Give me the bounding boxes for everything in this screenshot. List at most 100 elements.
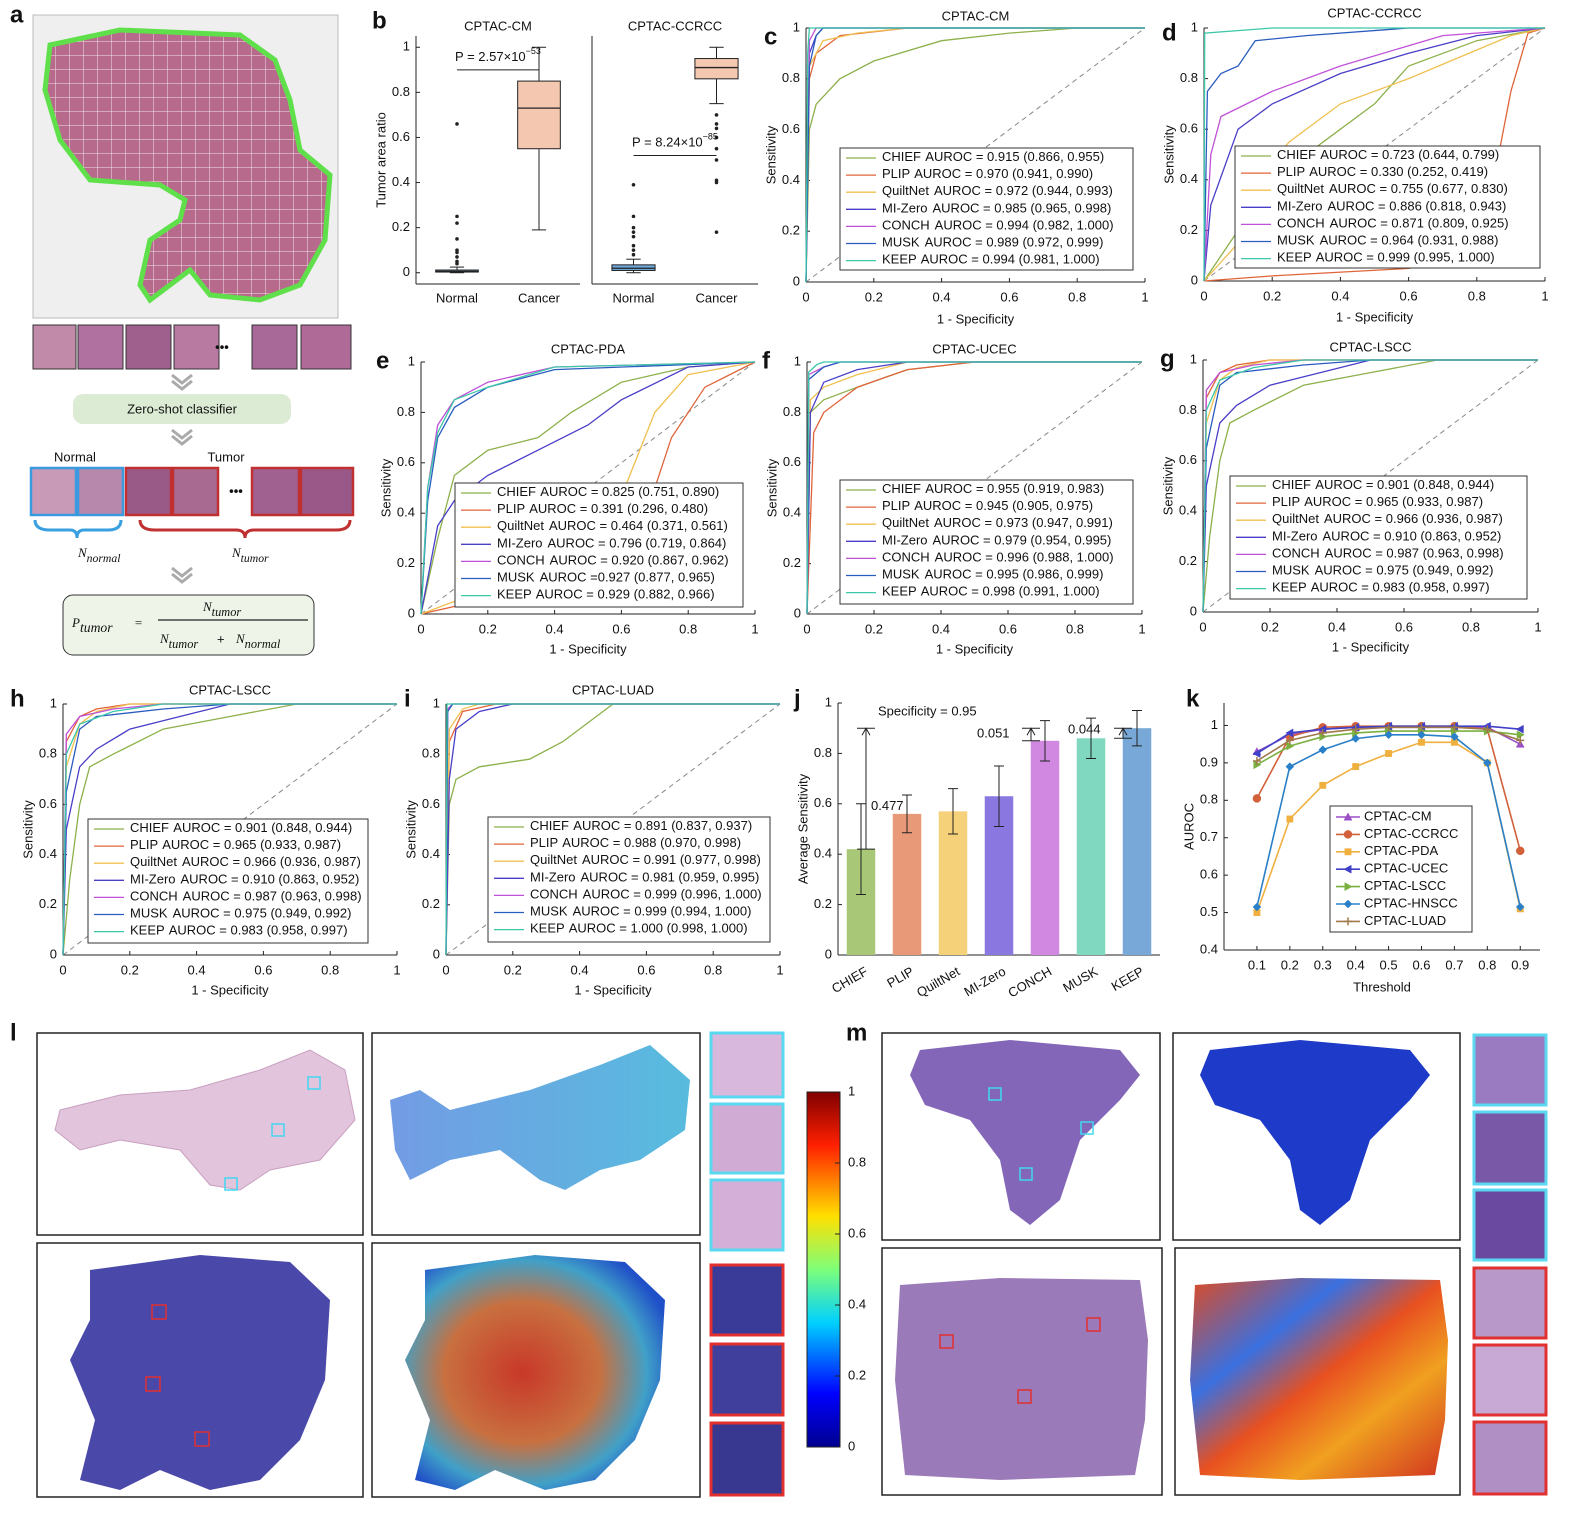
colorbar — [806, 1091, 841, 1448]
legend-name: MUSK — [882, 235, 920, 250]
roc-curve — [62, 703, 397, 956]
legend-entry: MUSK AUROC =0.927 (0.877, 0.965) — [497, 570, 715, 585]
point — [1418, 738, 1425, 746]
legend-name: PLIP — [1277, 165, 1305, 180]
legend-entry: PLIP AUROC = 0.391 (0.296, 0.480) — [497, 502, 708, 517]
legend-value: AUROC = 0.999 (0.995, 1.000) — [1316, 250, 1495, 265]
point — [1516, 736, 1525, 745]
panel-label: m — [846, 1019, 867, 1046]
x-tick-label: 0.8 — [1066, 621, 1084, 636]
x-axis-label: 1 - Specificity — [191, 982, 269, 997]
colorbar-label: 0.6 — [848, 1225, 866, 1240]
y-tick-label: 0.6 — [397, 454, 415, 469]
formula-den1-sub: tumor — [169, 637, 199, 651]
x-tick-label: 1 — [1534, 619, 1541, 634]
legend-entry: QuiltNet AUROC = 0.755 (0.677, 0.830) — [1277, 182, 1508, 197]
roc-curve — [445, 703, 780, 956]
legend-value: AUROC = 0.755 (0.677, 0.830) — [1329, 182, 1508, 197]
x-tick-label: QuiltNet — [914, 963, 963, 1000]
error-bar — [1086, 717, 1096, 759]
x-tick-label: 0.6 — [999, 621, 1017, 636]
x-tick-label: 0.8 — [1468, 288, 1486, 303]
y-axis-label: Sensitivity — [20, 800, 35, 859]
legend — [839, 479, 1134, 605]
gap-arrow — [1022, 727, 1040, 742]
roc-curve — [1202, 359, 1538, 613]
x-tick-label: 0.1 — [1248, 957, 1266, 972]
x-axis-label: Threshold — [1353, 979, 1411, 994]
x-tick-label: 0.4 — [1328, 619, 1346, 634]
legend-value: AUROC = 0.996 (0.988, 1.000) — [935, 550, 1114, 565]
legend-value: AUROC = 0.920 (0.867, 0.962) — [550, 553, 729, 568]
legend-entry: CPTAC-CM — [1364, 808, 1432, 823]
y-tick-label: 1 — [1190, 351, 1197, 366]
roc-curve — [420, 361, 756, 615]
legend-name: PLIP — [882, 499, 910, 514]
legend-value: AUROC = 0.998 (0.991, 1.000) — [921, 584, 1100, 599]
formula-den2-sub: normal — [245, 637, 281, 651]
panel-label: c — [764, 23, 777, 50]
point — [1515, 902, 1525, 912]
outlier — [714, 230, 719, 234]
x-tick-label: KEEP — [1109, 964, 1147, 994]
point — [1319, 781, 1327, 789]
legend-entry: CONCH AUROC = 0.987 (0.963, 0.998) — [130, 889, 362, 904]
x-tick-label: 0 — [1199, 619, 1206, 634]
formula-eq: = — [134, 615, 143, 630]
y-tick-label: 1 — [825, 694, 832, 709]
legend-value: AUROC = 0.972 (0.944, 0.993) — [934, 184, 1113, 199]
y-tick-label: 0.2 — [39, 896, 57, 911]
legend-value: AUROC = 0.945 (0.905, 0.975) — [914, 499, 1093, 514]
legend-name: QuiltNet — [1272, 512, 1319, 527]
formula-den2: Nnormal — [235, 631, 281, 651]
legend-name: PLIP — [497, 502, 525, 517]
legend-entry: CONCH AUROC = 0.920 (0.867, 0.962) — [497, 553, 729, 568]
roc-curve — [1203, 27, 1545, 282]
outlier — [455, 250, 459, 255]
legend-value: AUROC = 0.988 (0.970, 0.998) — [562, 836, 741, 851]
chevron — [171, 566, 193, 584]
y-tick-label: 0.6 — [1179, 452, 1197, 467]
legend-value: AUROC = 0.966 (0.936, 0.987) — [182, 855, 361, 870]
legend-name: MI-Zero — [1272, 529, 1318, 544]
slide-image — [910, 1040, 1140, 1225]
legend-name: QuiltNet — [130, 855, 177, 870]
legend-entry: KEEP AUROC = 0.994 (0.981, 1.000) — [882, 252, 1100, 267]
outlier — [455, 221, 459, 225]
legend-name: QuiltNet — [1277, 182, 1324, 197]
legend-value: AUROC = 0.723 (0.644, 0.799) — [1320, 147, 1499, 162]
x-tick-label: PLIP — [884, 964, 916, 991]
x-tick-label: 0 — [59, 962, 66, 977]
x-tick-label: 0.4 — [1331, 288, 1349, 303]
y-tick-label: 1 — [1211, 717, 1218, 732]
point — [1417, 730, 1426, 740]
chart-title: CPTAC-LSCC — [1329, 339, 1411, 354]
x-tick-label: Cancer — [696, 290, 739, 305]
y-tick-label: 0.6 — [783, 454, 801, 469]
point — [1417, 723, 1426, 732]
roc-curve — [806, 361, 1142, 615]
x-axis-label: 1 - Specificity — [1332, 639, 1410, 654]
x-tick-label: 0.6 — [1400, 288, 1418, 303]
y-tick-label: 0.8 — [397, 404, 415, 419]
classifier-label: Zero-shot classifier — [127, 401, 237, 416]
legend-name: KEEP — [882, 584, 916, 599]
formula-num: Ntumor — [202, 599, 241, 619]
x-axis-label: 1 - Specificity — [574, 982, 652, 997]
x-axis-label: 1 - Specificity — [1336, 309, 1414, 324]
y-tick-label: 0 — [408, 605, 415, 620]
legend-entry: MI-Zero AUROC = 0.981 (0.959, 0.995) — [530, 870, 759, 885]
y-tick-label: 1 — [794, 353, 801, 368]
legend-entry: KEEP AUROC = 1.000 (0.998, 1.000) — [530, 921, 748, 936]
y-axis-label: Sensitivity — [403, 800, 418, 859]
legend-entry: PLIP AUROC = 0.988 (0.970, 0.998) — [530, 836, 741, 851]
legend-name: MI-Zero — [530, 870, 576, 885]
legend-entry: CHIEF AUROC = 0.723 (0.644, 0.799) — [1277, 147, 1499, 162]
x-tick-label: 0.2 — [121, 962, 139, 977]
legend-entry: CONCH AUROC = 0.999 (0.996, 1.000) — [530, 887, 762, 902]
legend-name: CHIEF — [530, 818, 569, 833]
panel-label: e — [376, 347, 389, 374]
legend-name: MI-Zero — [882, 533, 928, 548]
x-tick-label: 0 — [803, 621, 810, 636]
x-tick-label: 1 — [776, 962, 783, 977]
